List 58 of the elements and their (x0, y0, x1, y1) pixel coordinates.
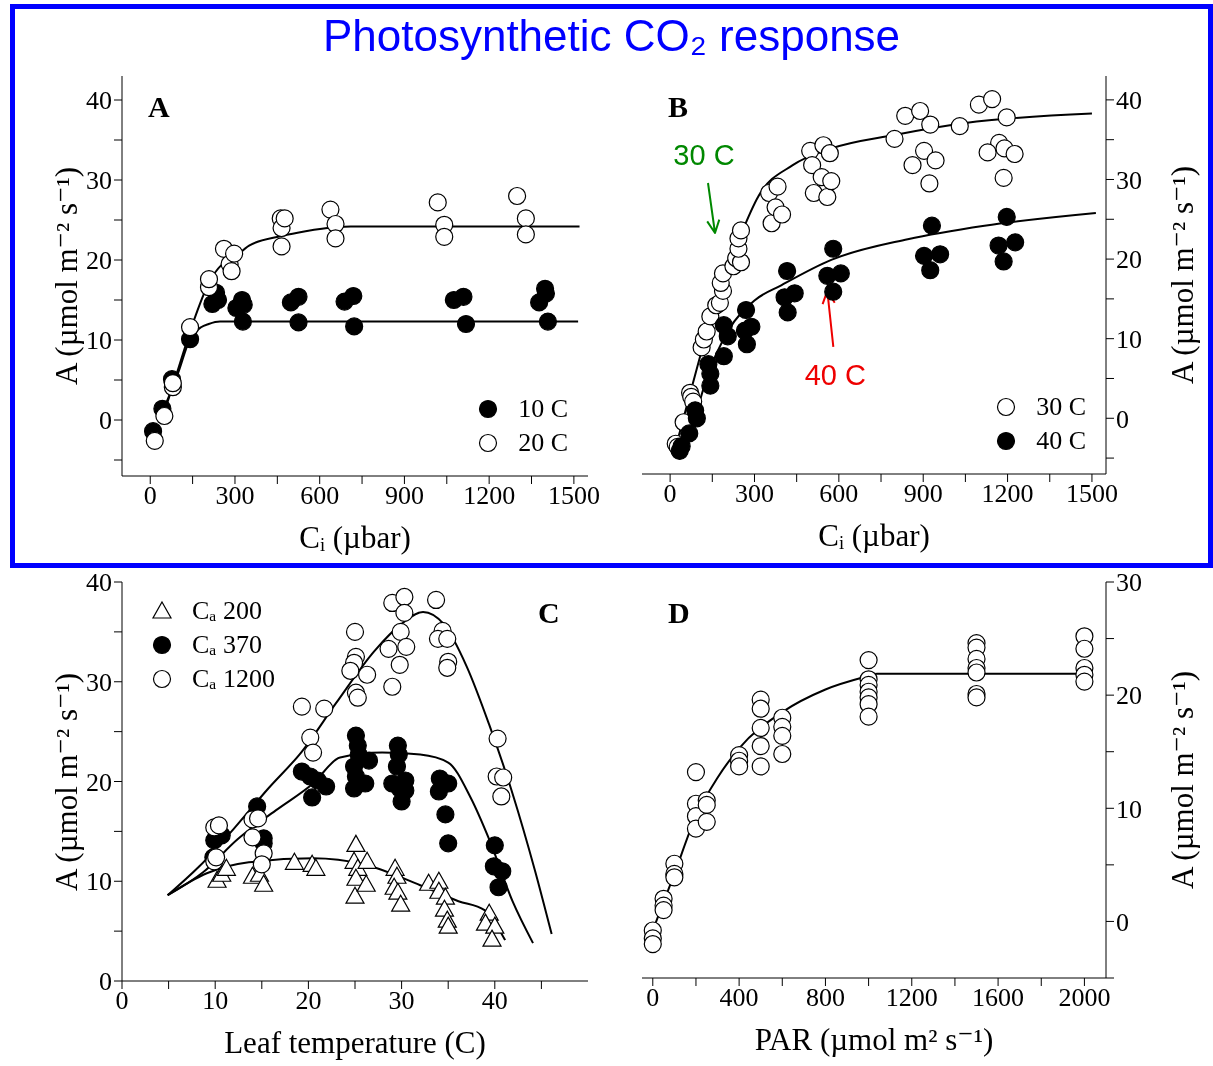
y-tick-label: 40 (86, 86, 112, 116)
x-tick-label: 1500 (1065, 479, 1118, 509)
y2-axis-title: A (µmol m⁻² s⁻¹) (1163, 670, 1201, 890)
y-tick-label: 20 (1116, 245, 1142, 275)
annotation: B (668, 90, 689, 124)
chart-title: Photosynthetic CO₂ response (321, 10, 902, 62)
x-axis-title: Cᵢ (µbar) (817, 517, 931, 555)
legend-label: 30 C (1036, 392, 1086, 422)
x-tick-label: 40 (481, 986, 508, 1016)
y-tick-label: 0 (1116, 404, 1129, 434)
x-tick-label: 10 (202, 986, 229, 1016)
y-tick-label: 40 (86, 568, 112, 598)
y-axis-title: A (µmol m⁻² s⁻¹) (47, 672, 85, 891)
x-tick-label: 1200 (463, 481, 516, 511)
x-axis-title: Cᵢ (µbar) (298, 519, 412, 557)
x-axis-title: Leaf temperature (C) (223, 1024, 487, 1062)
x-tick-label: 600 (300, 481, 340, 511)
y-tick-label: 10 (86, 867, 112, 897)
y-tick-label: 30 (86, 166, 112, 196)
x-axis-title: PAR (µmol m² s⁻¹) (753, 1021, 995, 1059)
legend-label: 10 C (518, 394, 568, 424)
annotation: C (538, 596, 560, 630)
y-tick-label: 10 (86, 326, 112, 356)
x-tick-label: 0 (646, 983, 660, 1013)
y-tick-label: 40 (1116, 86, 1142, 116)
x-tick-label: 20 (295, 986, 322, 1016)
y-axis-title: A (µmol m⁻² s⁻¹) (47, 166, 85, 386)
x-tick-label: 1200 (885, 983, 938, 1013)
x-tick-label: 300 (734, 479, 774, 509)
x-tick-label: 1200 (981, 479, 1034, 509)
x-tick-label: 900 (384, 481, 424, 511)
y-tick-label: 30 (86, 667, 112, 697)
x-tick-label: 600 (819, 479, 859, 509)
x-tick-label: 0 (663, 479, 677, 509)
y-tick-label: 30 (1116, 165, 1142, 195)
annotation: 30 C (673, 138, 735, 172)
x-tick-label: 1600 (972, 983, 1025, 1013)
x-tick-label: 400 (719, 983, 759, 1013)
x-tick-label: 0 (143, 481, 157, 511)
x-tick-label: 800 (805, 983, 845, 1013)
annotation: D (668, 596, 690, 630)
y-tick-label: 20 (86, 246, 112, 276)
y-tick-label: 0 (99, 406, 112, 436)
x-tick-label: 300 (215, 481, 255, 511)
legend-label: Cₐ 200 (192, 596, 262, 626)
annotation: 40 C (804, 358, 866, 391)
legend-label: 20 C (518, 428, 568, 458)
x-tick-label: 2000 (1058, 983, 1111, 1013)
y-axis-title: A (µmol m⁻² s⁻¹) (1163, 165, 1201, 385)
x-tick-label: 900 (903, 479, 943, 509)
legend-label: Cₐ 370 (192, 630, 262, 660)
legend-label: Cₐ 1200 (192, 664, 275, 694)
legend-label: 40 C (1036, 426, 1086, 456)
x-tick-label: 1500 (547, 481, 600, 511)
y-tick-label: 20 (86, 767, 112, 797)
y-tick-label: 10 (1116, 324, 1142, 354)
annotation: A (148, 90, 170, 124)
x-tick-label: 30 (388, 986, 415, 1016)
